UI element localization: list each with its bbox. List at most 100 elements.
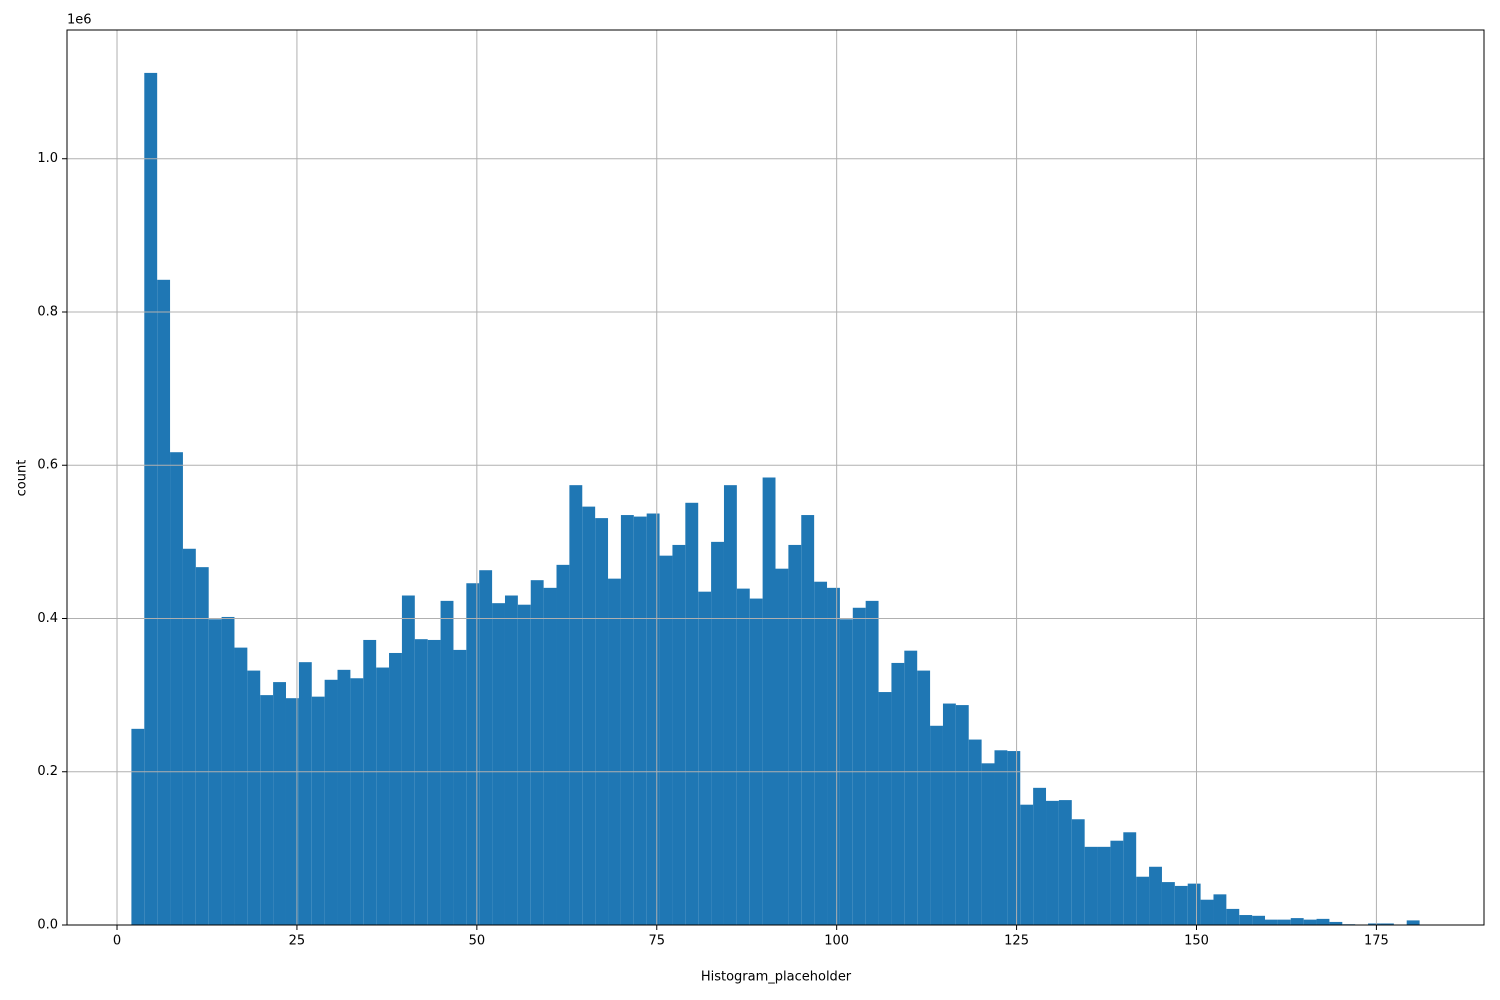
- bar: [363, 639, 377, 925]
- y-tick-label: 0.2: [37, 764, 58, 779]
- bar: [1277, 919, 1291, 925]
- bar: [453, 649, 467, 925]
- bar: [1406, 920, 1420, 925]
- plot-frame: [66, 29, 1485, 926]
- bar: [1136, 876, 1150, 925]
- bar: [247, 670, 261, 925]
- bar: [711, 541, 724, 925]
- bar: [1046, 800, 1059, 925]
- bar: [479, 570, 493, 925]
- x-tick-label: 75: [648, 934, 665, 949]
- bar: [1213, 894, 1227, 925]
- bar: [1303, 919, 1317, 925]
- bar: [569, 485, 583, 925]
- bar: [260, 695, 274, 925]
- bar: [994, 750, 1008, 925]
- bar: [376, 667, 390, 925]
- bar: [401, 595, 415, 925]
- bar: [1226, 908, 1240, 925]
- bar: [608, 578, 621, 925]
- bar: [698, 591, 712, 925]
- x-tick-label: 0: [113, 934, 121, 949]
- bar: [530, 580, 544, 925]
- bar: [517, 604, 531, 925]
- bar: [646, 513, 660, 925]
- x-tick-label: 125: [1004, 934, 1029, 949]
- bar: [324, 679, 338, 925]
- bar: [543, 587, 557, 925]
- bar: [595, 518, 609, 925]
- bar: [170, 452, 183, 925]
- bar: [1252, 915, 1266, 925]
- bar: [1110, 840, 1124, 925]
- bar: [504, 595, 518, 925]
- y-offset-label: 1e6: [67, 13, 92, 28]
- x-axis-label: Histogram_placeholder: [701, 970, 852, 985]
- bar: [298, 662, 312, 925]
- bar: [1239, 915, 1253, 925]
- bar: [672, 544, 686, 925]
- bar: [1123, 832, 1137, 925]
- bar: [582, 506, 596, 925]
- bar: [865, 600, 879, 925]
- bar: [556, 564, 570, 925]
- bar: [1368, 923, 1381, 925]
- y-axis-label: count: [15, 460, 30, 497]
- bar: [775, 568, 789, 925]
- y-tick-label: 0.0: [37, 918, 58, 933]
- bar: [1020, 804, 1034, 925]
- bar: [1174, 885, 1188, 925]
- bar: [968, 739, 982, 925]
- bar: [311, 696, 325, 925]
- bar: [1290, 918, 1304, 925]
- bar: [814, 581, 828, 925]
- bar: [1084, 846, 1098, 925]
- y-tick-label: 1.0: [37, 151, 58, 166]
- bar: [736, 588, 750, 925]
- y-tick-label: 0.8: [37, 304, 58, 319]
- bar: [157, 279, 171, 925]
- bar: [917, 670, 931, 925]
- bar: [492, 603, 505, 925]
- bar: [466, 583, 480, 925]
- x-tick-label: 25: [289, 934, 306, 949]
- bar: [131, 728, 145, 925]
- bar: [1007, 751, 1021, 925]
- bar: [749, 598, 763, 925]
- bar: [414, 639, 428, 925]
- bar: [195, 567, 209, 925]
- bar: [788, 544, 802, 925]
- bar: [852, 607, 866, 925]
- bar: [389, 652, 402, 925]
- bar: [273, 682, 286, 925]
- bar: [1380, 923, 1394, 925]
- bar: [1187, 883, 1201, 925]
- bar: [1058, 800, 1072, 925]
- bar: [1161, 882, 1175, 925]
- bar: [955, 705, 969, 925]
- bar: [1316, 918, 1330, 925]
- bar: [904, 650, 918, 925]
- bar: [878, 692, 892, 925]
- bar: [285, 698, 299, 925]
- bar: [620, 515, 634, 925]
- bar: [633, 516, 647, 925]
- bar: [659, 555, 673, 925]
- bar: [221, 616, 235, 925]
- bar: [1071, 819, 1085, 925]
- bar: [827, 587, 840, 925]
- y-tick-label: 0.6: [37, 458, 58, 473]
- bar: [1149, 866, 1162, 925]
- bar: [350, 678, 364, 925]
- bar: [182, 548, 196, 925]
- bar: [942, 703, 956, 925]
- bar: [337, 669, 351, 925]
- bar: [891, 662, 905, 925]
- bar: [1097, 846, 1111, 925]
- bar: [144, 72, 158, 926]
- x-tick-label: 50: [469, 934, 486, 949]
- bar: [1329, 921, 1343, 925]
- bar: [930, 725, 943, 925]
- bar: [685, 502, 699, 925]
